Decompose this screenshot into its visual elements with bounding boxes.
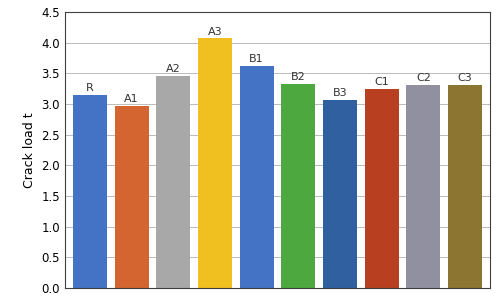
Bar — [198, 38, 232, 288]
Bar — [156, 76, 190, 288]
Text: B3: B3 — [332, 88, 347, 98]
Text: C3: C3 — [458, 73, 472, 83]
Bar — [73, 95, 107, 288]
Text: A1: A1 — [124, 94, 139, 104]
Text: R: R — [86, 83, 94, 93]
Text: A3: A3 — [208, 26, 222, 37]
Bar — [281, 84, 316, 288]
Bar — [240, 66, 274, 288]
Bar — [364, 89, 399, 288]
Text: B2: B2 — [291, 72, 306, 82]
Bar — [448, 85, 482, 288]
Bar — [323, 100, 357, 288]
Y-axis label: Crack load t: Crack load t — [23, 112, 36, 188]
Bar — [114, 106, 149, 288]
Text: C2: C2 — [416, 73, 431, 83]
Text: C1: C1 — [374, 77, 389, 87]
Text: B1: B1 — [250, 54, 264, 64]
Text: A2: A2 — [166, 64, 180, 74]
Bar — [406, 85, 440, 288]
